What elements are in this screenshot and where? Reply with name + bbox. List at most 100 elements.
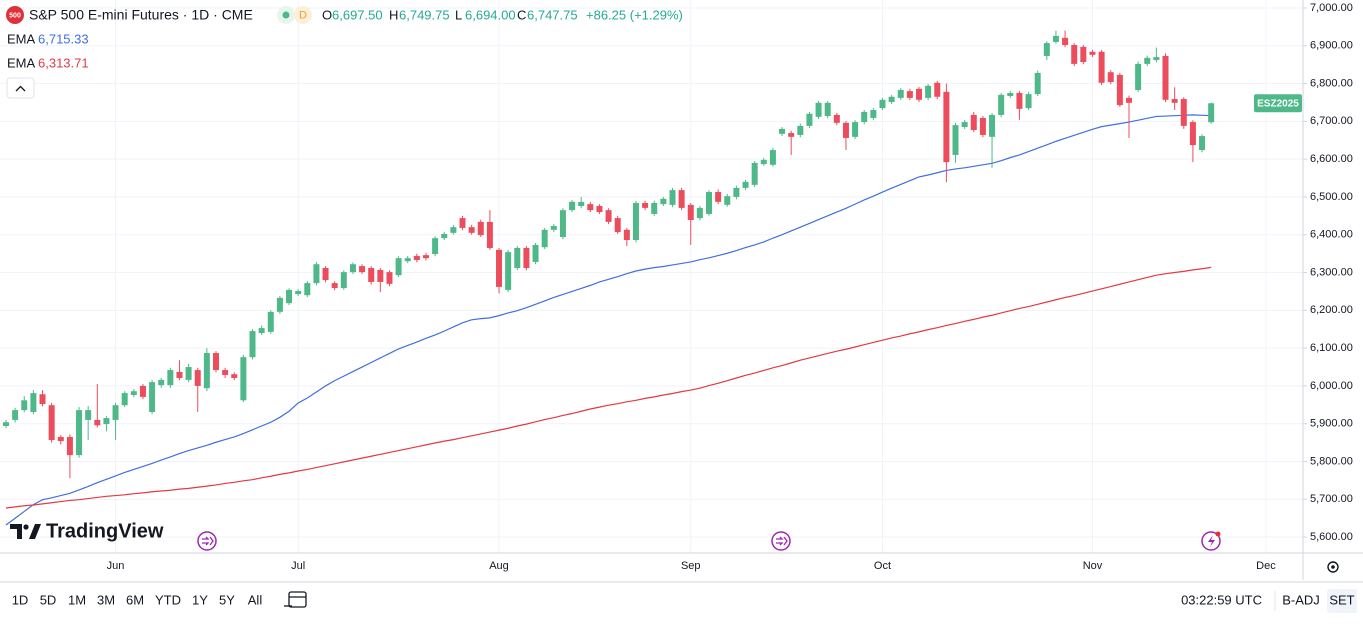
candle bbox=[1208, 102, 1215, 124]
candle bbox=[222, 367, 229, 378]
toolbar-button[interactable]: B-ADJ bbox=[1282, 592, 1320, 607]
candle bbox=[569, 199, 576, 213]
y-tick-label: 6,400.00 bbox=[1310, 229, 1353, 241]
candle bbox=[842, 120, 849, 151]
range-button[interactable]: 1Y bbox=[192, 592, 208, 607]
chevron-icon bbox=[15, 85, 26, 92]
y-tick-label: 7,000.00 bbox=[1310, 2, 1353, 14]
event-icon[interactable] bbox=[197, 531, 217, 551]
candle bbox=[852, 120, 859, 140]
candle-body bbox=[340, 272, 347, 289]
candle-body bbox=[1043, 43, 1050, 56]
candle-body bbox=[149, 382, 156, 413]
range-button[interactable]: All bbox=[248, 592, 263, 607]
candle bbox=[578, 196, 585, 209]
candle bbox=[496, 247, 503, 294]
candle bbox=[797, 123, 804, 138]
clock[interactable]: 03:22:59 UTC bbox=[1181, 592, 1262, 607]
earnings-icon[interactable] bbox=[1201, 531, 1221, 551]
candle-body bbox=[706, 192, 713, 214]
legend-collapse-button[interactable] bbox=[6, 77, 35, 99]
candle bbox=[377, 267, 384, 293]
candle bbox=[696, 206, 703, 221]
candle bbox=[1080, 44, 1087, 65]
range-button[interactable]: 5D bbox=[40, 592, 57, 607]
candle bbox=[1171, 87, 1178, 110]
candle-body bbox=[824, 102, 831, 117]
candle-body bbox=[861, 111, 868, 123]
candle-body bbox=[322, 267, 329, 281]
legend-name[interactable]: EMA bbox=[7, 55, 36, 70]
candle bbox=[943, 83, 950, 183]
candle bbox=[989, 113, 996, 168]
event-icon[interactable] bbox=[771, 531, 791, 551]
gear-ring bbox=[1327, 561, 1339, 573]
candle-body bbox=[1171, 99, 1178, 103]
candle bbox=[30, 390, 37, 415]
range-button[interactable]: 6M bbox=[126, 592, 144, 607]
candle bbox=[706, 190, 713, 216]
candle-body bbox=[943, 91, 950, 163]
interval-badge[interactable] bbox=[294, 6, 312, 24]
range-button[interactable]: 1M bbox=[68, 592, 86, 607]
candle bbox=[286, 288, 293, 306]
range-button[interactable]: YTD bbox=[155, 592, 181, 607]
candle bbox=[103, 416, 110, 432]
calendar-icon bbox=[288, 591, 307, 608]
candle bbox=[824, 100, 831, 119]
candle bbox=[559, 208, 566, 240]
symbol-icon bbox=[6, 6, 24, 24]
candle bbox=[1089, 49, 1096, 58]
candle-body bbox=[925, 85, 932, 98]
candle-body bbox=[331, 283, 338, 289]
range-button[interactable]: 5Y bbox=[219, 592, 235, 607]
candle bbox=[176, 360, 183, 381]
candle bbox=[212, 351, 219, 373]
candle-body bbox=[477, 221, 484, 236]
candle-body bbox=[313, 264, 320, 284]
candle-body bbox=[276, 297, 283, 312]
candle-body bbox=[468, 227, 475, 233]
x-tick-label: Aug bbox=[489, 560, 509, 572]
candle-body bbox=[815, 102, 822, 117]
legend-name[interactable]: EMA bbox=[7, 31, 36, 46]
candle bbox=[422, 252, 429, 261]
y-tick-label: 5,600.00 bbox=[1310, 531, 1353, 543]
candle-body bbox=[961, 122, 968, 128]
candle-body bbox=[194, 370, 201, 386]
candle-body bbox=[413, 255, 420, 261]
candle bbox=[806, 111, 813, 129]
ohlc-value: 6,749.75 bbox=[399, 7, 450, 22]
candle bbox=[1025, 91, 1032, 110]
ohlc-key: C bbox=[517, 7, 526, 22]
candle-body bbox=[916, 88, 922, 100]
x-tick-label: Jun bbox=[107, 560, 125, 572]
candle bbox=[295, 289, 302, 296]
candle-body bbox=[48, 405, 55, 440]
settings-icon[interactable] bbox=[1327, 561, 1339, 573]
candle bbox=[505, 249, 512, 293]
candle-body bbox=[459, 218, 466, 228]
toolbar-button[interactable]: SET bbox=[1329, 592, 1354, 607]
date-range-button[interactable] bbox=[284, 591, 307, 608]
candle-body bbox=[1180, 99, 1187, 126]
candle bbox=[121, 391, 128, 408]
candle bbox=[550, 224, 557, 233]
candle-body bbox=[1125, 97, 1132, 103]
candle-body bbox=[76, 410, 83, 456]
candle-body bbox=[3, 422, 9, 426]
candle-body bbox=[231, 374, 238, 378]
candle-body bbox=[1116, 74, 1123, 106]
candle-body bbox=[1080, 46, 1087, 62]
range-button[interactable]: 1D bbox=[12, 592, 29, 607]
symbol-title[interactable]: S&P 500 E-mini Futures · 1D · CME bbox=[29, 7, 253, 23]
candle-body bbox=[1052, 35, 1059, 42]
candle bbox=[660, 196, 667, 207]
candle bbox=[1107, 69, 1114, 85]
candle-body bbox=[632, 202, 639, 241]
candle bbox=[1016, 91, 1023, 120]
range-button[interactable]: 3M bbox=[97, 592, 115, 607]
candle-body bbox=[359, 266, 366, 273]
candle bbox=[888, 94, 895, 104]
